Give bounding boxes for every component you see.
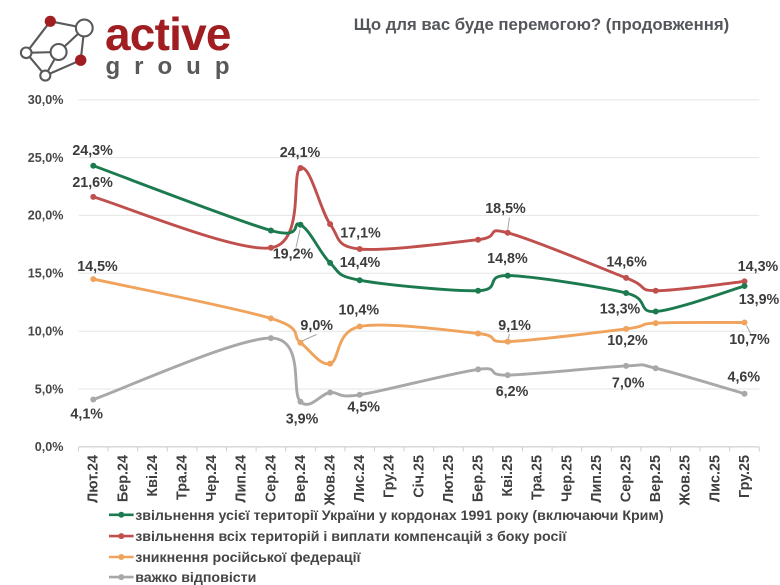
svg-text:20,0%: 20,0% (28, 209, 64, 223)
svg-text:25,0%: 25,0% (28, 151, 64, 165)
svg-text:Сер.24: Сер.24 (263, 455, 279, 502)
svg-text:14,8%: 14,8% (487, 251, 528, 267)
svg-text:14,5%: 14,5% (77, 259, 118, 275)
svg-text:4,5%: 4,5% (347, 400, 380, 416)
svg-text:15,0%: 15,0% (28, 267, 64, 281)
svg-text:Лис.24: Лис.24 (352, 455, 368, 502)
svg-text:24,1%: 24,1% (280, 145, 321, 161)
svg-text:4,6%: 4,6% (728, 370, 761, 386)
svg-text:Лип.24: Лип.24 (234, 455, 250, 503)
svg-text:group: group (106, 53, 244, 80)
svg-text:Лют.25: Лют.25 (441, 455, 457, 503)
svg-text:звільнення усієї території Укр: звільнення усієї території України у кор… (135, 508, 664, 524)
svg-text:9,1%: 9,1% (498, 318, 531, 334)
svg-text:10,0%: 10,0% (28, 325, 64, 339)
svg-text:Чер.24: Чер.24 (204, 455, 220, 502)
svg-text:14,6%: 14,6% (606, 255, 647, 271)
svg-text:9,0%: 9,0% (300, 318, 333, 334)
svg-text:Чер.25: Чер.25 (559, 455, 575, 502)
svg-text:зникнення російської федерації: зникнення російської федерації (135, 550, 361, 566)
svg-text:30,0%: 30,0% (28, 93, 64, 107)
svg-text:13,3%: 13,3% (600, 302, 641, 318)
svg-text:Вер.25: Вер.25 (648, 455, 664, 502)
svg-text:18,5%: 18,5% (485, 201, 526, 217)
svg-text:0,0%: 0,0% (35, 440, 64, 454)
svg-text:Бер.25: Бер.25 (471, 455, 487, 502)
svg-text:Гру.25: Гру.25 (737, 455, 753, 498)
svg-text:3,9%: 3,9% (286, 412, 319, 428)
svg-text:Кві.24: Кві.24 (145, 455, 161, 497)
svg-text:21,6%: 21,6% (72, 175, 113, 191)
svg-text:13,9%: 13,9% (739, 292, 780, 308)
svg-text:Що для вас буде перемогою? (пр: Що для вас буде перемогою? (продовження) (354, 15, 729, 34)
svg-text:Кві.25: Кві.25 (500, 455, 516, 497)
svg-text:важко відповісти: важко відповісти (135, 570, 256, 585)
svg-text:Тра.24: Тра.24 (175, 455, 191, 500)
svg-text:Січ.25: Січ.25 (411, 455, 427, 498)
svg-text:14,4%: 14,4% (340, 255, 381, 271)
svg-text:Вер.24: Вер.24 (293, 455, 309, 502)
svg-text:active: active (105, 8, 231, 60)
svg-text:Тра.25: Тра.25 (530, 455, 546, 500)
svg-text:19,2%: 19,2% (273, 247, 314, 263)
svg-text:10,7%: 10,7% (729, 332, 770, 348)
svg-text:4,1%: 4,1% (70, 407, 103, 423)
svg-text:6,2%: 6,2% (496, 384, 529, 400)
svg-text:Лют.24: Лют.24 (86, 455, 102, 503)
svg-text:Лис.25: Лис.25 (707, 455, 723, 502)
svg-text:10,2%: 10,2% (607, 333, 648, 349)
svg-text:14,3%: 14,3% (738, 259, 779, 275)
svg-text:Гру.24: Гру.24 (382, 455, 398, 498)
svg-text:Жов.24: Жов.24 (323, 455, 339, 506)
svg-text:звільнення всіх територій і ви: звільнення всіх територій і виплати комп… (135, 529, 567, 545)
svg-text:7,0%: 7,0% (612, 376, 645, 392)
svg-text:10,4%: 10,4% (339, 303, 380, 319)
svg-text:Жов.25: Жов.25 (678, 455, 694, 506)
svg-text:Бер.24: Бер.24 (115, 455, 131, 502)
svg-text:Лип.25: Лип.25 (589, 455, 605, 503)
svg-text:17,1%: 17,1% (340, 226, 381, 242)
svg-text:Сер.25: Сер.25 (619, 455, 635, 502)
svg-text:5,0%: 5,0% (35, 382, 64, 396)
svg-text:24,3%: 24,3% (72, 143, 113, 159)
